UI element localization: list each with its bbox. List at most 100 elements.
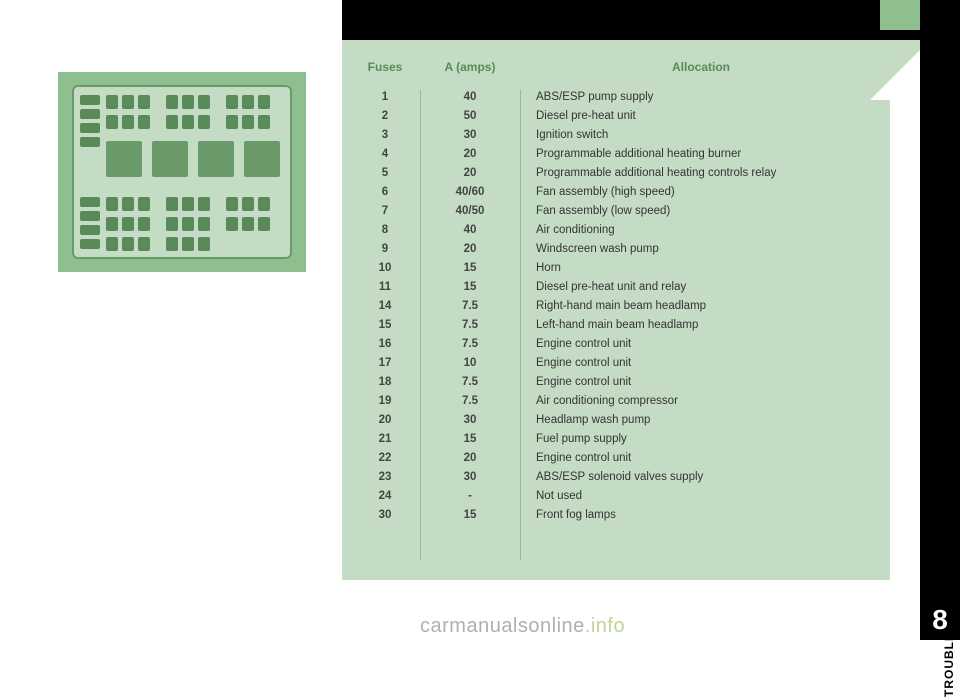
top-green-tab <box>880 0 920 30</box>
cell-amps: 15 <box>420 259 520 278</box>
cell-allocation: Engine control unit <box>520 354 882 373</box>
table-row: 1710Engine control unit <box>350 354 882 373</box>
cell-allocation: Engine control unit <box>520 449 882 468</box>
watermark: carmanualsonline.info <box>420 615 625 638</box>
cell-amps: 15 <box>420 278 520 297</box>
cell-amps: 7.5 <box>420 335 520 354</box>
cell-allocation: Ignition switch <box>520 126 882 145</box>
table-row: 520Programmable additional heating contr… <box>350 164 882 183</box>
cell-fuse: 8 <box>350 221 420 240</box>
cell-allocation: Not used <box>520 487 882 506</box>
cell-fuse: 17 <box>350 354 420 373</box>
cell-allocation: Programmable additional heating controls… <box>520 164 882 183</box>
header-amps: A (amps) <box>420 60 520 74</box>
cell-fuse: 24 <box>350 487 420 506</box>
cell-amps: 7.5 <box>420 297 520 316</box>
watermark-suffix: .info <box>585 615 625 637</box>
cell-fuse: 7 <box>350 202 420 221</box>
header-allocation: Allocation <box>520 60 882 74</box>
table-row: 1115Diesel pre-heat unit and relay <box>350 278 882 297</box>
cell-fuse: 21 <box>350 430 420 449</box>
cell-fuse: 9 <box>350 240 420 259</box>
table-row: 2330ABS/ESP solenoid valves supply <box>350 468 882 487</box>
table-row: 3015Front fog lamps <box>350 506 882 525</box>
cell-amps: 10 <box>420 354 520 373</box>
cell-fuse: 19 <box>350 392 420 411</box>
cell-amps: 7.5 <box>420 392 520 411</box>
cell-fuse: 20 <box>350 411 420 430</box>
watermark-main: carmanualsonline <box>420 615 585 637</box>
cell-allocation: Diesel pre-heat unit and relay <box>520 278 882 297</box>
cell-amps: 40 <box>420 88 520 107</box>
table-row: 420Programmable additional heating burne… <box>350 145 882 164</box>
cell-fuse: 1 <box>350 88 420 107</box>
fusebox-body <box>72 85 292 259</box>
table-row: 840Air conditioning <box>350 221 882 240</box>
header-fuses: Fuses <box>350 60 420 74</box>
table-row: 2220Engine control unit <box>350 449 882 468</box>
cell-amps: 7.5 <box>420 373 520 392</box>
fuse-table-panel: Fuses A (amps) Allocation 140ABS/ESP pum… <box>342 40 890 580</box>
cell-fuse: 10 <box>350 259 420 278</box>
table-row: 640/60Fan assembly (high speed) <box>350 183 882 202</box>
cell-amps: 30 <box>420 468 520 487</box>
cell-amps: 20 <box>420 240 520 259</box>
cell-fuse: 18 <box>350 373 420 392</box>
table-row: 140ABS/ESP pump supply <box>350 88 882 107</box>
table-row: 24-Not used <box>350 487 882 506</box>
cell-fuse: 23 <box>350 468 420 487</box>
table-row: 147.5Right-hand main beam headlamp <box>350 297 882 316</box>
cell-amps: 30 <box>420 411 520 430</box>
cell-fuse: 22 <box>350 449 420 468</box>
cell-amps: 20 <box>420 449 520 468</box>
cell-amps: 40 <box>420 221 520 240</box>
cell-fuse: 11 <box>350 278 420 297</box>
cell-fuse: 16 <box>350 335 420 354</box>
cell-allocation: Engine control unit <box>520 335 882 354</box>
cell-amps: 30 <box>420 126 520 145</box>
cell-amps: 50 <box>420 107 520 126</box>
cell-allocation: Diesel pre-heat unit <box>520 107 882 126</box>
cell-fuse: 30 <box>350 506 420 525</box>
cell-amps: 20 <box>420 164 520 183</box>
cell-allocation: Front fog lamps <box>520 506 882 525</box>
cell-allocation: Engine control unit <box>520 373 882 392</box>
cell-amps: 15 <box>420 506 520 525</box>
table-row: 2115Fuel pump supply <box>350 430 882 449</box>
cell-allocation: Programmable additional heating burner <box>520 145 882 164</box>
cell-allocation: Air conditioning <box>520 221 882 240</box>
table-row: 740/50Fan assembly (low speed) <box>350 202 882 221</box>
cell-fuse: 3 <box>350 126 420 145</box>
table-row: 330Ignition switch <box>350 126 882 145</box>
table-header-row: Fuses A (amps) Allocation <box>342 40 890 88</box>
cell-amps: 20 <box>420 145 520 164</box>
cell-allocation: ABS/ESP pump supply <box>520 88 882 107</box>
cell-allocation: Fan assembly (low speed) <box>520 202 882 221</box>
cell-allocation: Headlamp wash pump <box>520 411 882 430</box>
cell-amps: 7.5 <box>420 316 520 335</box>
page-number: 8 <box>920 600 960 640</box>
table-row: 197.5Air conditioning compressor <box>350 392 882 411</box>
fusebox-diagram <box>58 72 306 272</box>
cell-allocation: Right-hand main beam headlamp <box>520 297 882 316</box>
table-row: 157.5Left-hand main beam headlamp <box>350 316 882 335</box>
cell-amps: - <box>420 487 520 506</box>
cell-fuse: 2 <box>350 107 420 126</box>
cell-fuse: 6 <box>350 183 420 202</box>
top-black-bar <box>342 0 960 40</box>
cell-amps: 40/50 <box>420 202 520 221</box>
cell-amps: 15 <box>420 430 520 449</box>
cell-amps: 40/60 <box>420 183 520 202</box>
table-divider <box>520 90 521 560</box>
cell-allocation: Horn <box>520 259 882 278</box>
table-row: 1015Horn <box>350 259 882 278</box>
cell-allocation: Windscreen wash pump <box>520 240 882 259</box>
table-row: 920Windscreen wash pump <box>350 240 882 259</box>
right-black-bar <box>920 40 960 600</box>
cell-allocation: Fuel pump supply <box>520 430 882 449</box>
table-row: 187.5Engine control unit <box>350 373 882 392</box>
table-row: 2030Headlamp wash pump <box>350 411 882 430</box>
table-body: 140ABS/ESP pump supply250Diesel pre-heat… <box>342 88 890 525</box>
cell-fuse: 5 <box>350 164 420 183</box>
cell-fuse: 15 <box>350 316 420 335</box>
